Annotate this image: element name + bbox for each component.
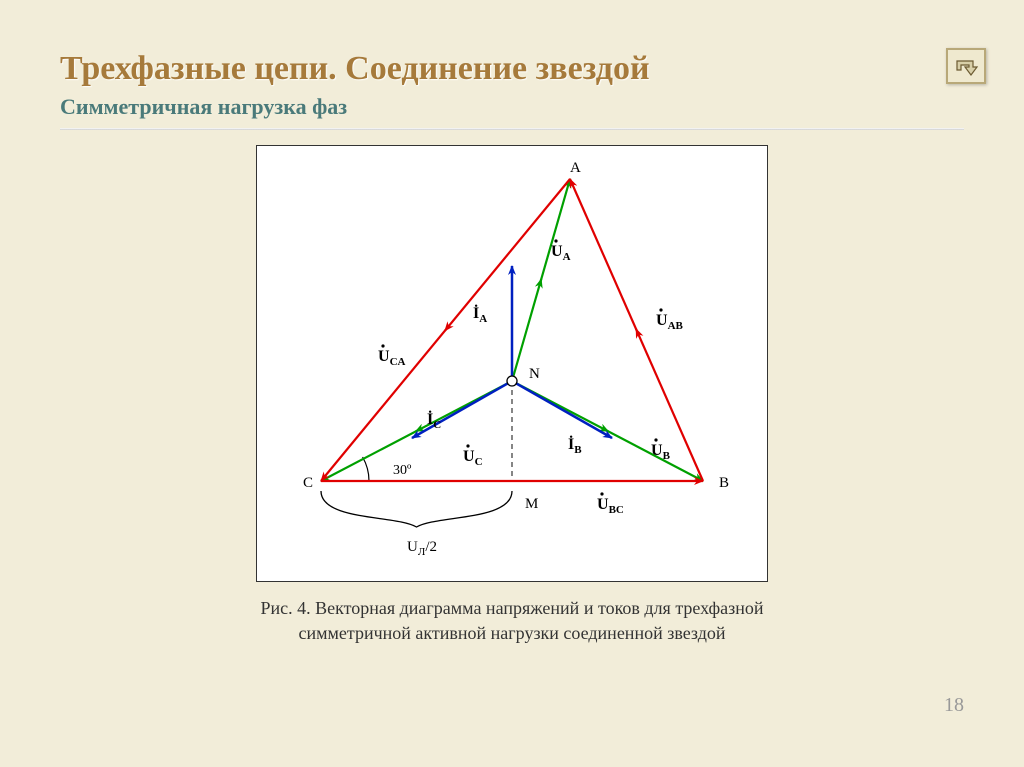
svg-text:İC: İC — [427, 409, 441, 431]
svg-text:UA: UA — [551, 243, 571, 263]
svg-text:30º: 30º — [393, 463, 412, 478]
svg-text:B: B — [719, 475, 729, 491]
svg-text:A: A — [570, 160, 581, 176]
diagram-container: UAUBUCİAİBİCUABUBCUCANM30ºABCUЛ/2 Рис. 4… — [60, 145, 964, 646]
caption-line-1: Рис. 4. Векторная диаграмма напряжений и… — [260, 598, 763, 618]
svg-text:İB: İB — [568, 434, 582, 456]
figure-caption: Рис. 4. Векторная диаграмма напряжений и… — [60, 596, 964, 646]
svg-text:UC: UC — [463, 448, 483, 468]
svg-text:UAB: UAB — [656, 312, 684, 332]
svg-text:N: N — [529, 366, 540, 382]
svg-text:UЛ/2: UЛ/2 — [407, 539, 437, 558]
svg-text:M: M — [525, 496, 538, 512]
svg-text:UCA: UCA — [378, 348, 406, 368]
return-button[interactable] — [946, 48, 986, 84]
page-title: Трехфазные цепи. Соединение звездой — [60, 50, 964, 88]
vector-diagram: UAUBUCİAİBİCUABUBCUCANM30ºABCUЛ/2 — [257, 146, 767, 576]
page-subtitle: Симметричная нагрузка фаз — [60, 94, 964, 120]
svg-text:C: C — [303, 475, 313, 491]
caption-line-2: симметричной активной нагрузки соединенн… — [298, 623, 725, 643]
diagram-box: UAUBUCİAİBİCUABUBCUCANM30ºABCUЛ/2 — [256, 145, 768, 582]
slide: Трехфазные цепи. Соединение звездой Симм… — [0, 0, 1024, 767]
svg-text:İA: İA — [473, 303, 487, 325]
return-arrow-icon — [953, 55, 979, 77]
page-number: 18 — [944, 694, 964, 717]
svg-text:UBC: UBC — [597, 496, 624, 516]
divider — [60, 128, 964, 130]
